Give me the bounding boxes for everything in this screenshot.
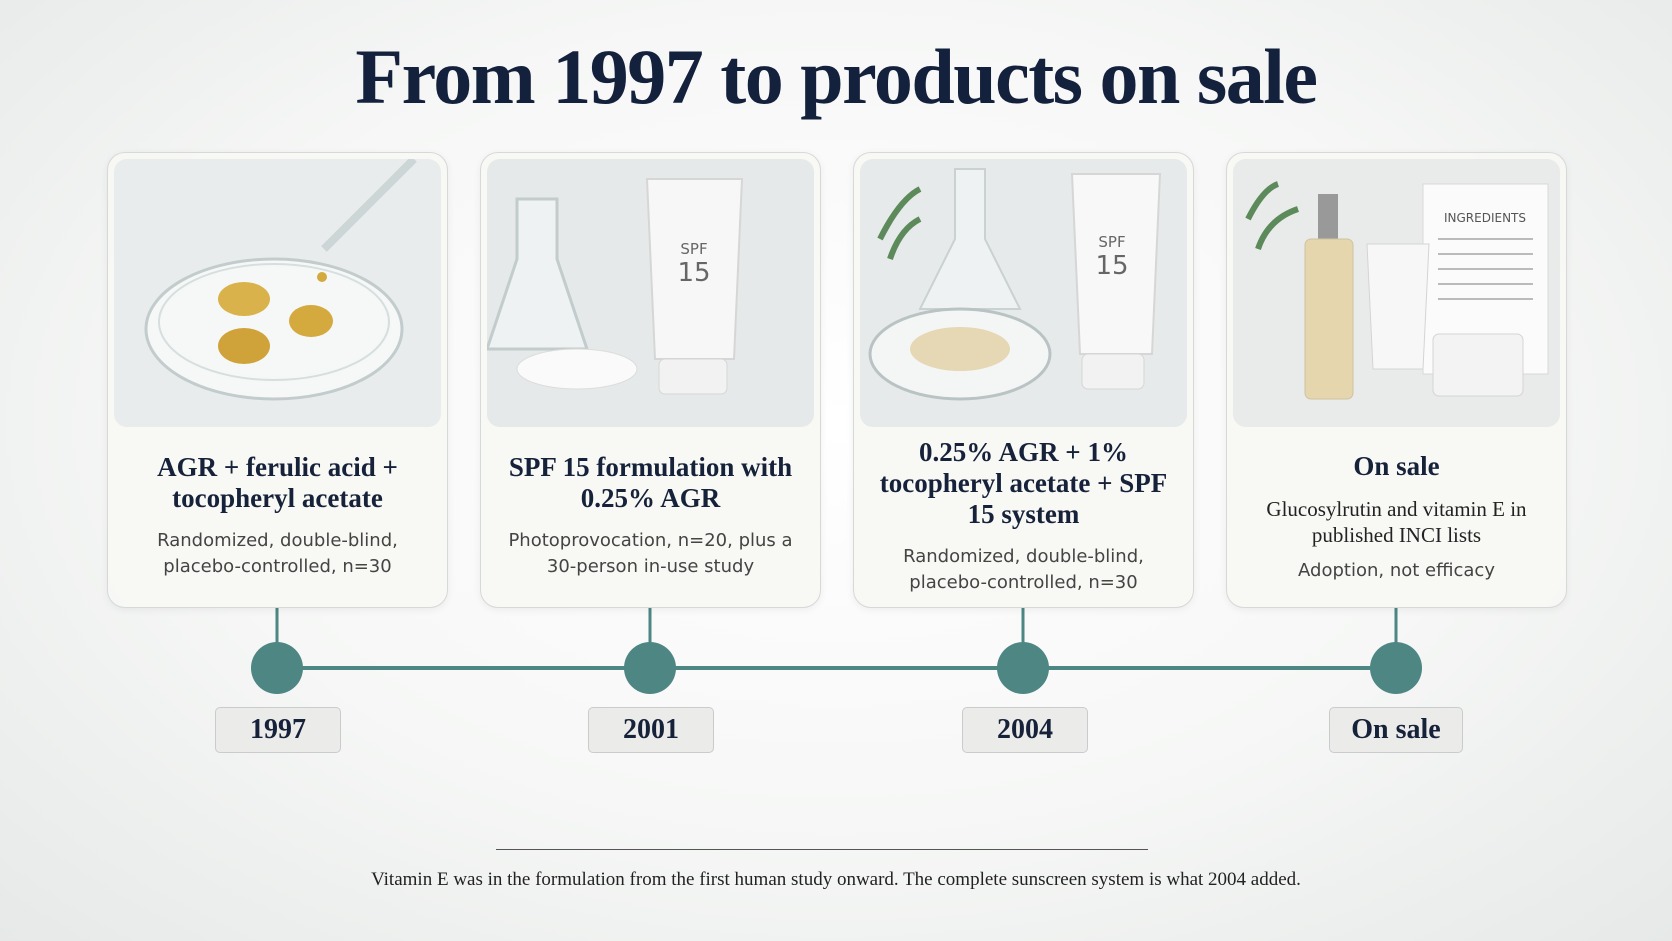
year-label: On sale — [1329, 707, 1463, 753]
image-text: INGREDIENTS — [1444, 211, 1526, 225]
year-label: 2004 — [962, 707, 1088, 753]
title: From 1997 to products on sale — [355, 33, 1318, 120]
card-heading: On sale — [1353, 451, 1440, 481]
card-heading: AGR + ferulic acid + tocopheryl acetate — [157, 452, 398, 513]
card-description: Randomized, double-blind, placebo-contro… — [157, 530, 398, 577]
card-image: SPF 15 — [487, 159, 814, 427]
year-label: 1997 — [215, 707, 341, 753]
card-image: SPF 15 — [860, 159, 1187, 427]
image-text: 15 — [677, 258, 710, 288]
card-heading: SPF 15 formulation with 0.25% AGR — [508, 452, 793, 513]
image-text: SPF — [1098, 233, 1125, 251]
card-description: Glucosylrutin and vitamin E in published… — [1266, 497, 1527, 547]
milestones — [251, 642, 1422, 694]
year-label: 2001 — [588, 707, 714, 753]
card: AGR + ferulic acid + tocopheryl acetate … — [107, 152, 448, 608]
image-text: SPF — [680, 240, 707, 258]
card-description: Randomized, double-blind, placebo-contro… — [903, 545, 1144, 593]
card: INGREDIENTS On sale Glucosylrutin and vi… — [1226, 152, 1567, 608]
card-note: Adoption, not efficacy — [1298, 560, 1495, 581]
connectors — [275, 607, 1398, 645]
card: SPF 15 0.25% AGR + 1% tocopheryl acetate… — [853, 152, 1194, 608]
card-heading: 0.25% AGR + 1% tocopheryl acetate + SPF … — [879, 436, 1168, 529]
card-image — [114, 159, 441, 427]
footnote: Vitamin E was in the formulation from th… — [371, 869, 1301, 890]
image-text: 15 — [1095, 251, 1128, 281]
card: SPF 15 SPF 15 formulation with 0.25% AGR… — [480, 152, 821, 608]
card-description: Photoprovocation, n=20, plus a 30-person… — [508, 530, 793, 577]
card-image: INGREDIENTS — [1233, 159, 1560, 427]
divider — [496, 849, 1148, 850]
